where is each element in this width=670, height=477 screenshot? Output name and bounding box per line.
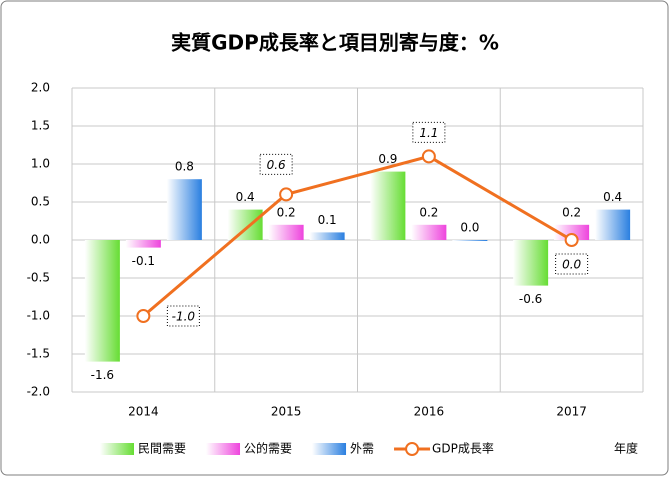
legend-label: GDP成長率	[432, 441, 494, 456]
line-marker	[421, 149, 436, 164]
legend-label: 外需	[350, 442, 374, 456]
data-label: 1.1	[419, 126, 438, 140]
data-label: 0.6	[267, 158, 286, 172]
x-axis-label: 年度	[614, 441, 638, 456]
data-label: 0.2	[277, 205, 296, 219]
y-tick-label: -2.0	[27, 385, 50, 399]
legend-swatch	[312, 443, 347, 455]
bar	[513, 240, 549, 286]
x-tick-label: 2017	[556, 405, 587, 419]
y-tick-label: -0.5	[27, 271, 50, 285]
data-label: 0.2	[419, 205, 438, 219]
legend-swatch	[206, 443, 241, 455]
y-tick-label: -1.0	[27, 309, 50, 323]
data-label-box	[412, 121, 446, 143]
data-label: 0.8	[175, 160, 194, 174]
data-label: -0.6	[519, 292, 542, 306]
bar	[268, 224, 304, 240]
line-marker	[136, 309, 151, 323]
x-tick-label: 2015	[271, 405, 302, 419]
data-label: 0.4	[236, 190, 255, 204]
bar	[227, 209, 263, 240]
data-label-box	[259, 153, 293, 175]
data-label: -0.1	[132, 254, 155, 268]
legend-label: 公的需要	[244, 441, 292, 456]
legend-label: 民間需要	[138, 442, 186, 456]
line-marker	[564, 233, 579, 247]
y-tick-label: 2.0	[31, 81, 50, 95]
data-label-box	[166, 305, 200, 327]
bar	[452, 240, 488, 241]
bar	[125, 240, 161, 248]
y-tick-label: 1.0	[31, 157, 50, 171]
bar	[309, 232, 345, 240]
data-label: 0.2	[562, 205, 581, 219]
data-label: -1.0	[172, 310, 196, 324]
data-label-box	[555, 253, 589, 275]
legend-marker	[405, 442, 420, 456]
bar	[411, 224, 447, 240]
data-label: 0.0	[562, 258, 581, 272]
legend-swatch	[100, 443, 134, 455]
line-marker	[279, 187, 294, 202]
bar	[166, 179, 202, 240]
bar	[370, 171, 406, 240]
x-tick-label: 2016	[414, 405, 445, 419]
data-label: 0.1	[318, 213, 337, 227]
bar	[84, 240, 120, 362]
line	[142, 154, 573, 318]
y-tick-label: -1.5	[27, 347, 50, 361]
y-tick-label: 0.5	[31, 195, 50, 209]
data-label: 0.9	[378, 152, 397, 166]
y-tick-label: 0.0	[31, 233, 50, 247]
bar	[595, 209, 631, 240]
data-label: 0.0	[460, 221, 479, 235]
data-label: -1.6	[91, 368, 114, 382]
x-tick-label: 2014	[128, 405, 159, 419]
chart-title: 実質GDP成長率と項目別寄与度：%	[171, 31, 499, 55]
y-tick-label: 1.5	[31, 119, 50, 133]
data-label: 0.4	[603, 190, 622, 204]
